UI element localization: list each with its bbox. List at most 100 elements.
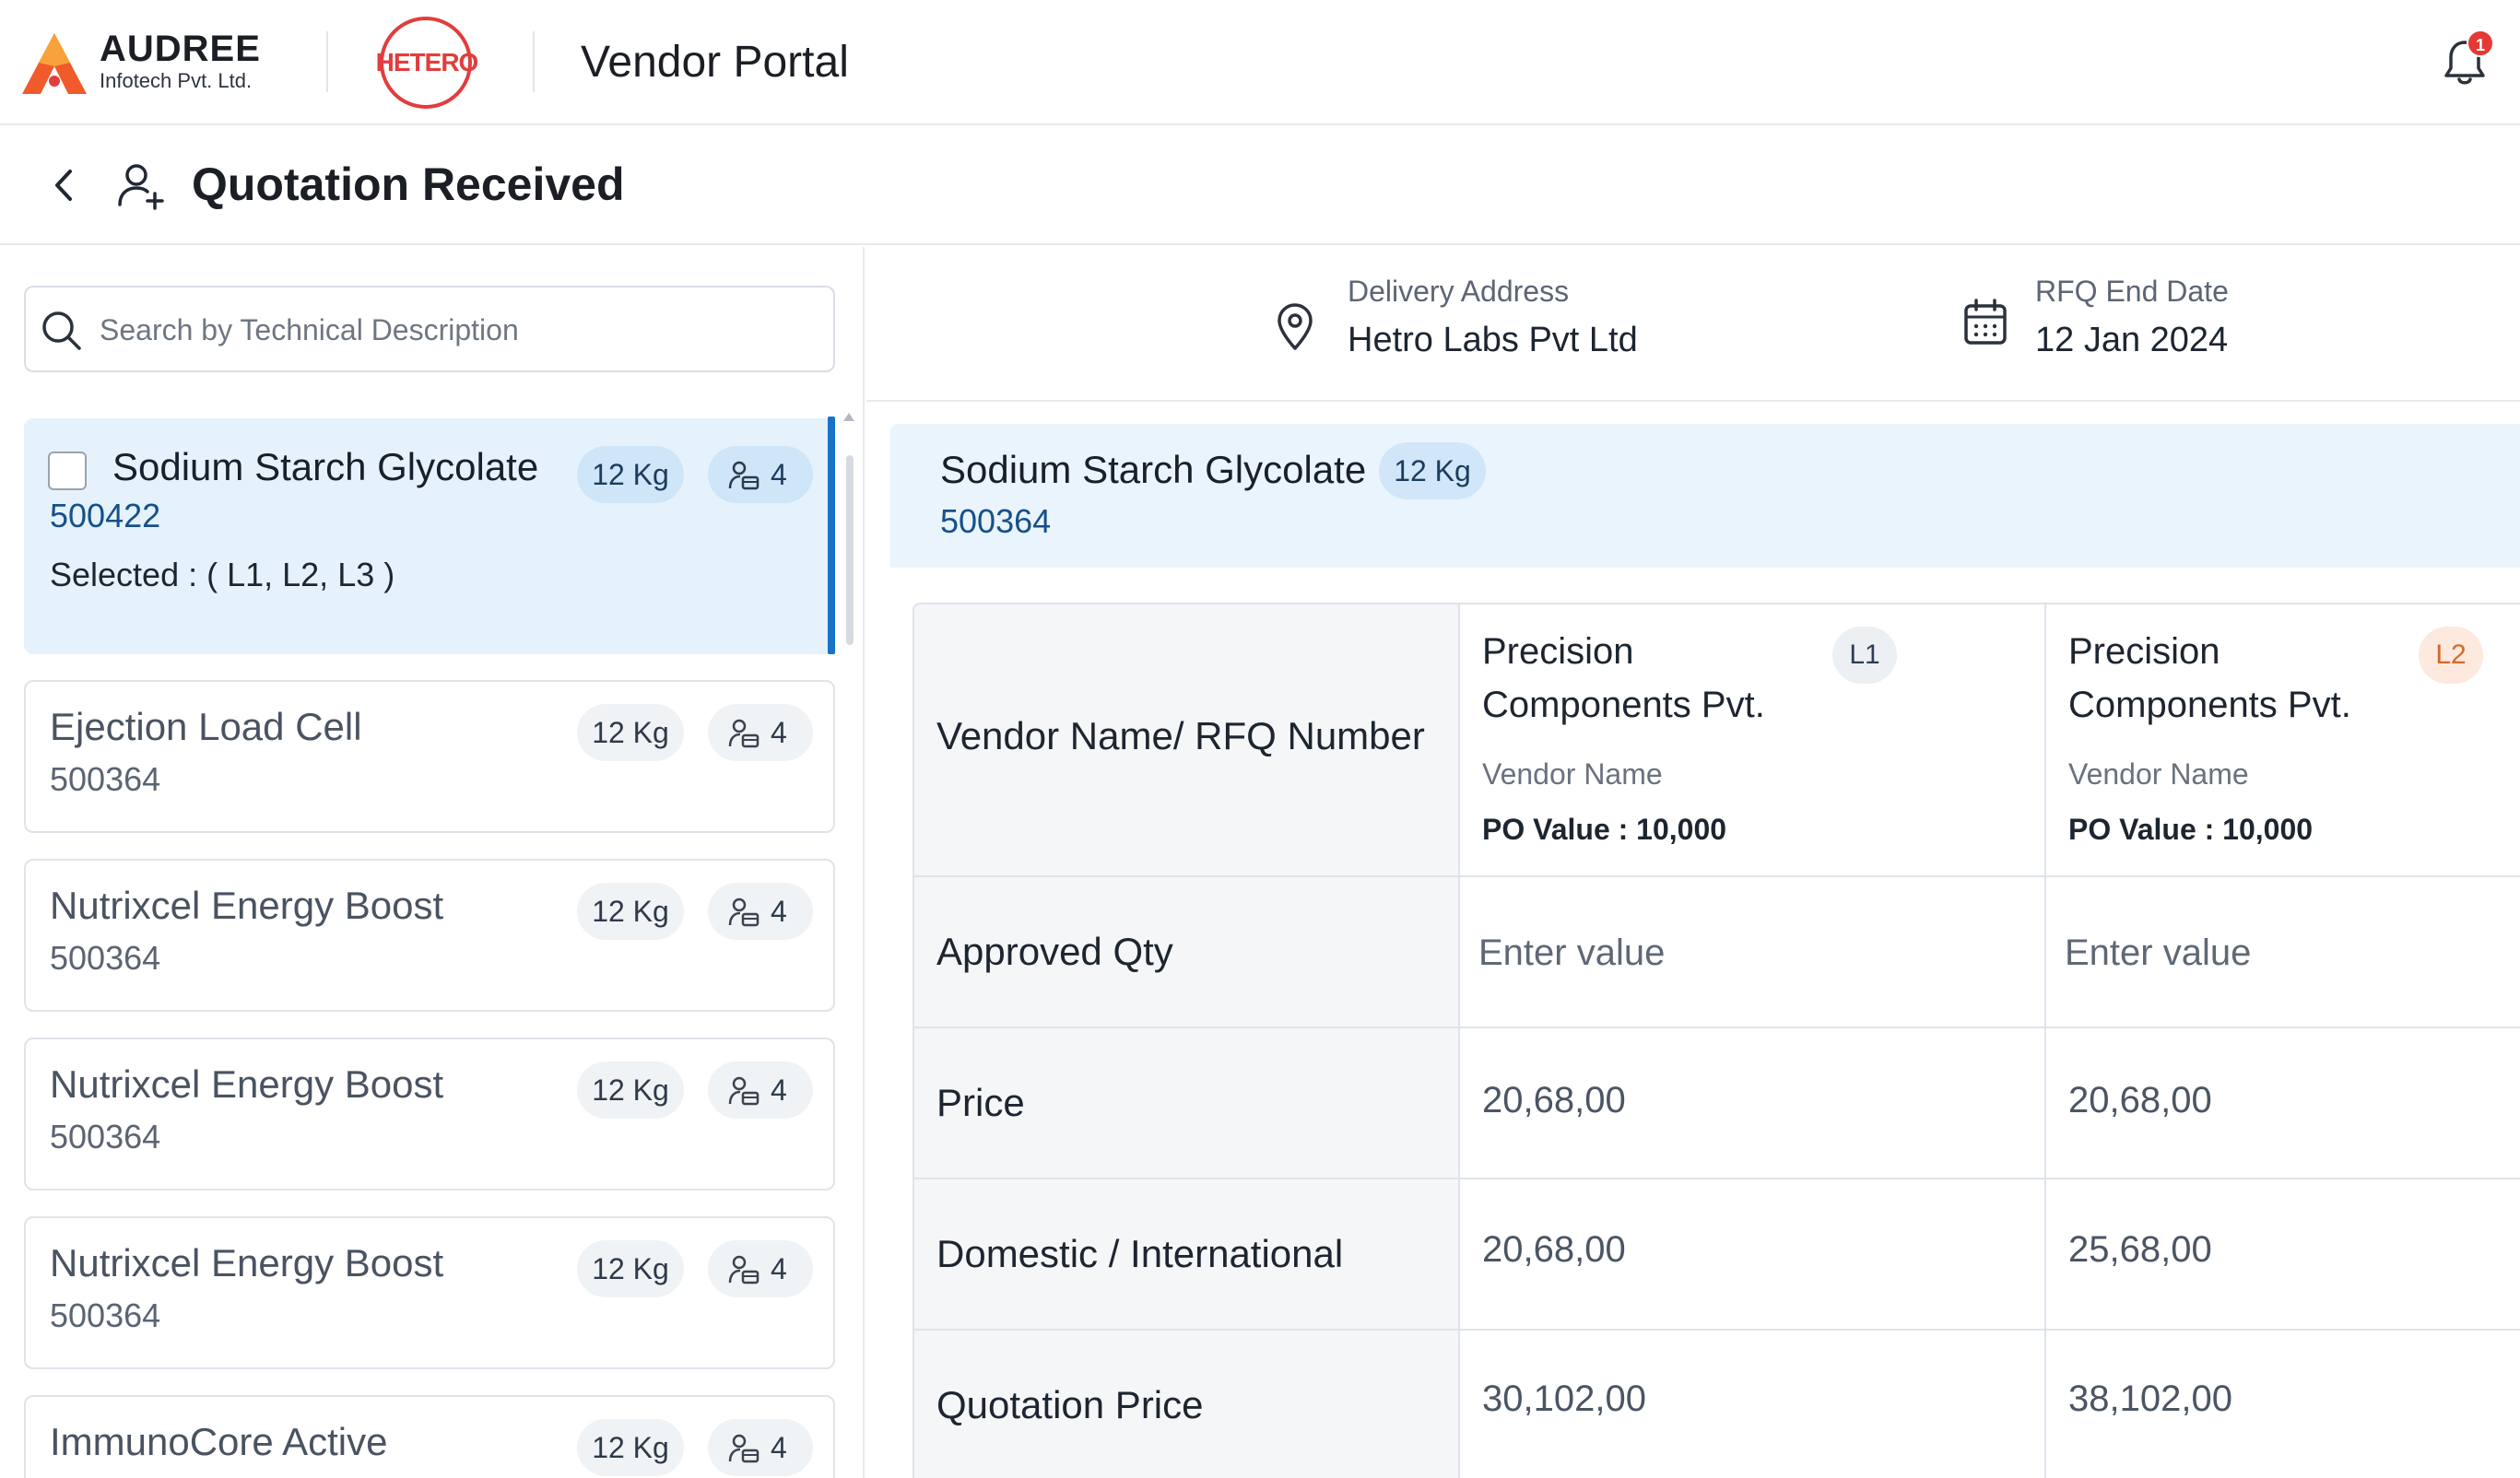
vendor-count-badge: 4 bbox=[708, 1419, 813, 1476]
list-item[interactable]: Nutrixcel Energy Boost 12 Kg 4 500364 bbox=[24, 1216, 835, 1369]
vendor-count-badge: 4 bbox=[708, 704, 813, 761]
rfq-info-bar: Delivery Address Hetro Labs Pvt Ltd RFQ … bbox=[866, 247, 2520, 402]
row-label-price: Price bbox=[936, 1081, 1025, 1124]
vendor-name-label: Vendor Name bbox=[2068, 757, 2249, 791]
notification-badge: 1 bbox=[2467, 29, 2494, 57]
active-item-indicator bbox=[828, 416, 835, 654]
list-item[interactable]: Nutrixcel Energy Boost 12 Kg 4 500364 bbox=[24, 1038, 835, 1191]
po-value: PO Value : 10,000 bbox=[1482, 813, 1727, 846]
list-item[interactable]: Nutrixcel Energy Boost 12 Kg 4 500364 bbox=[24, 859, 835, 1012]
approved-qty-input[interactable] bbox=[1478, 923, 1976, 982]
vendor-header-cell[interactable]: Precision Components Pvt. L1 Vendor Name… bbox=[1460, 604, 2046, 877]
vendor-count-badge: 4 bbox=[708, 1240, 813, 1297]
qty-badge: 12 Kg bbox=[577, 1240, 684, 1297]
calendar-icon bbox=[1964, 299, 2007, 345]
scrollbar-thumb[interactable] bbox=[846, 455, 854, 645]
vendor-icon bbox=[728, 897, 760, 927]
vendor-header-cell[interactable]: Precision Components Pvt. L2 Vendor Name… bbox=[2046, 604, 2520, 877]
row-label-quotation-price: Quotation Price bbox=[936, 1383, 1204, 1426]
scroll-up-arrow-icon[interactable] bbox=[842, 411, 855, 424]
quotation-price-value: 38,102,00 bbox=[2068, 1378, 2232, 1419]
hetero-logo-text: HETERO bbox=[375, 48, 479, 76]
hetero-logo: HETERO bbox=[371, 17, 483, 109]
vendor-count: 4 bbox=[771, 1431, 787, 1464]
search-input[interactable] bbox=[100, 304, 818, 356]
audree-logo-icon bbox=[22, 33, 87, 94]
domestic-international-value: 20,68,00 bbox=[1482, 1229, 1626, 1270]
page-header: Quotation Received bbox=[0, 125, 2520, 245]
selected-vendors: Selected : ( L1, L2, L3 ) bbox=[50, 556, 395, 593]
list-item[interactable]: Ejection Load Cell 12 Kg 4 500364 bbox=[24, 680, 835, 833]
vendor-icon bbox=[728, 719, 760, 748]
row-label-domestic-international: Domestic / International bbox=[936, 1232, 1344, 1275]
rfq-end-date-label: RFQ End Date bbox=[2035, 275, 2229, 308]
approved-qty-input[interactable] bbox=[2065, 923, 2520, 982]
quotation-price-cell: 38,102,00 bbox=[2046, 1331, 2520, 1478]
qty-badge: 12 Kg bbox=[577, 1419, 684, 1476]
vendor-count-badge: 4 bbox=[708, 1062, 813, 1119]
portal-title: Vendor Portal bbox=[581, 38, 849, 87]
row-header: Vendor Name/ RFQ Number bbox=[914, 604, 1460, 877]
qty-badge: 12 Kg bbox=[577, 883, 684, 940]
vendor-icon bbox=[728, 1076, 760, 1106]
rank-badge: L2 bbox=[2419, 627, 2483, 684]
page-title: Quotation Received bbox=[192, 158, 625, 210]
item-name: Nutrixcel Energy Boost bbox=[50, 1062, 444, 1106]
search-box[interactable] bbox=[24, 286, 835, 372]
qty-badge: 12 Kg bbox=[577, 446, 684, 503]
vendor-count: 4 bbox=[771, 1073, 787, 1107]
item-list-pane: Sodium Starch Glycolate 12 Kg 4 500422 S… bbox=[0, 247, 865, 1478]
vendor-name: Precision Components Pvt. bbox=[1482, 631, 1765, 725]
row-header: Quotation Price bbox=[914, 1331, 1460, 1478]
company-branding: AUDREE Infotech Pvt. Ltd. bbox=[100, 28, 261, 92]
approved-qty-cell bbox=[1460, 877, 2046, 1028]
price-cell: 20,68,00 bbox=[2046, 1028, 2520, 1179]
qty-badge: 12 Kg bbox=[577, 704, 684, 761]
po-value: PO Value : 10,000 bbox=[2068, 813, 2314, 846]
search-icon bbox=[42, 311, 81, 350]
back-arrow-icon[interactable] bbox=[42, 162, 85, 208]
approved-qty-cell bbox=[2046, 877, 2520, 1028]
vendor-comparison-table: Vendor Name/ RFQ Number Approved Qty Pri… bbox=[913, 603, 2520, 1478]
vendor-count: 4 bbox=[771, 716, 787, 749]
row-header: Approved Qty bbox=[914, 877, 1460, 1028]
qty-badge: 12 Kg bbox=[1379, 442, 1486, 499]
vendor-icon bbox=[728, 1434, 760, 1463]
row-header: Price bbox=[914, 1028, 1460, 1179]
domestic-international-value: 25,68,00 bbox=[2068, 1229, 2212, 1270]
vendor-name: Precision Components Pvt. bbox=[2068, 631, 2351, 725]
item-code: 500364 bbox=[50, 1296, 161, 1334]
vendor-name-label: Vendor Name bbox=[1482, 757, 1663, 791]
item-code: 500422 bbox=[50, 497, 161, 534]
row-label-vendor: Vendor Name/ RFQ Number bbox=[936, 714, 1425, 757]
vendor-icon bbox=[728, 461, 760, 490]
list-item[interactable]: ImmunoCore Active 12 Kg 4 bbox=[24, 1395, 835, 1478]
vendor-icon bbox=[728, 1255, 760, 1284]
company-subtitle: Infotech Pvt. Ltd. bbox=[100, 69, 253, 92]
quotation-price-cell: 30,102,00 bbox=[1460, 1331, 2046, 1478]
item-code: 500364 bbox=[940, 502, 1052, 540]
quotation-price-value: 30,102,00 bbox=[1482, 1378, 1646, 1419]
list-item[interactable]: Sodium Starch Glycolate 12 Kg 4 500422 S… bbox=[24, 418, 835, 654]
domestic-international-cell: 20,68,00 bbox=[1460, 1179, 2046, 1331]
item-name: ImmunoCore Active bbox=[50, 1420, 388, 1463]
qty-badge: 12 Kg bbox=[577, 1062, 684, 1119]
rank-badge: L1 bbox=[1832, 627, 1897, 684]
divider bbox=[326, 31, 328, 92]
item-code: 500364 bbox=[50, 1118, 161, 1155]
price-value: 20,68,00 bbox=[2068, 1080, 2212, 1120]
item-name: Nutrixcel Energy Boost bbox=[50, 884, 444, 927]
row-label-approved-qty: Approved Qty bbox=[936, 930, 1173, 973]
item-checkbox[interactable] bbox=[48, 452, 87, 490]
price-value: 20,68,00 bbox=[1482, 1080, 1626, 1120]
item-name: Sodium Starch Glycolate bbox=[940, 448, 1367, 491]
delivery-address-value: Hetro Labs Pvt Ltd bbox=[1348, 321, 1638, 359]
quotation-detail-pane: Delivery Address Hetro Labs Pvt Ltd RFQ … bbox=[866, 247, 2520, 1478]
rfq-end-date-value: 12 Jan 2024 bbox=[2035, 321, 2229, 359]
item-name: Sodium Starch Glycolate bbox=[112, 445, 539, 488]
selected-item-banner: Sodium Starch Glycolate 12 Kg 500364 bbox=[890, 424, 2520, 568]
vendor-count: 4 bbox=[771, 895, 787, 928]
user-plus-icon bbox=[118, 164, 164, 210]
vendor-count: 4 bbox=[771, 458, 787, 491]
price-cell: 20,68,00 bbox=[1460, 1028, 2046, 1179]
